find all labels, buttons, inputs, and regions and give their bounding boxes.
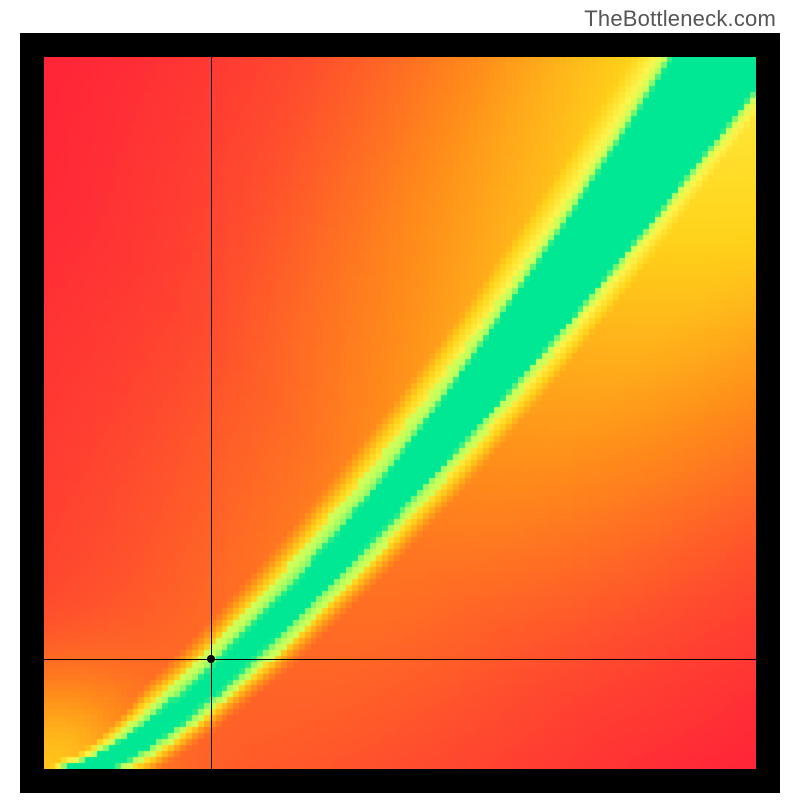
watermark-text: TheBottleneck.com bbox=[584, 6, 776, 32]
chart-frame bbox=[20, 33, 780, 793]
marker-dot bbox=[207, 655, 215, 663]
crosshair-horizontal bbox=[44, 659, 756, 660]
heatmap-canvas bbox=[44, 57, 756, 769]
